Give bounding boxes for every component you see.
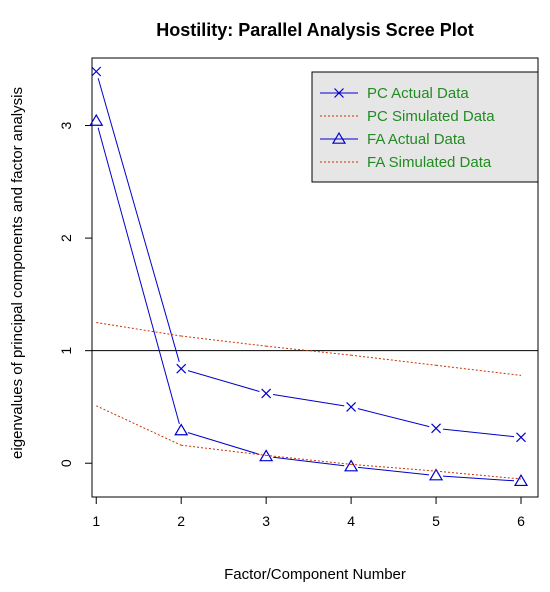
series-line-segment bbox=[351, 354, 437, 366]
series-line-segment bbox=[187, 432, 260, 455]
y-tick-label: 2 bbox=[58, 234, 74, 242]
data-point bbox=[174, 423, 189, 436]
data-point bbox=[513, 474, 529, 487]
series-line-segment bbox=[436, 470, 522, 480]
legend-box bbox=[311, 71, 539, 183]
series-line-segment bbox=[97, 78, 180, 363]
chart-title: Hostility: Parallel Analysis Scree Plot bbox=[156, 20, 473, 40]
x-tick-label: 1 bbox=[92, 513, 100, 529]
series-line-segment bbox=[435, 364, 522, 376]
legend-label: PC Actual Data bbox=[367, 85, 469, 102]
legend-label: FA Simulated Data bbox=[367, 154, 492, 171]
data-point bbox=[346, 402, 357, 412]
series-line-segment bbox=[96, 405, 182, 446]
series-line-segment bbox=[97, 127, 180, 424]
legend-entry: PC Simulated Data bbox=[320, 108, 495, 125]
x-tick-label: 2 bbox=[177, 513, 185, 529]
legend-swatch-marker bbox=[331, 131, 347, 144]
y-tick-label: 3 bbox=[58, 121, 74, 129]
series-line-segment bbox=[357, 408, 430, 428]
legend-label: PC Simulated Data bbox=[367, 108, 495, 125]
data-point bbox=[89, 113, 104, 126]
plot-frame bbox=[91, 57, 539, 498]
series-line-segment bbox=[272, 394, 345, 407]
series-line-segment bbox=[181, 444, 267, 456]
data-point bbox=[431, 423, 441, 434]
plot-area: 1 2 3 4 5 6 0 1 2 3 bbox=[58, 57, 539, 529]
series-line-segment bbox=[266, 454, 352, 465]
series-0 bbox=[91, 66, 526, 443]
data-point bbox=[259, 449, 274, 462]
series-3 bbox=[96, 405, 522, 480]
legend-entry: PC Actual Data bbox=[320, 85, 469, 102]
data-point bbox=[91, 66, 102, 77]
legend-swatch-marker bbox=[334, 88, 344, 98]
data-point bbox=[176, 363, 187, 374]
legend-label: FA Actual Data bbox=[367, 131, 466, 148]
series-line-segment bbox=[358, 466, 430, 476]
x-axis-label: Factor/Component Number bbox=[224, 566, 406, 583]
y-tick-label: 1 bbox=[58, 347, 74, 355]
series-line-segment bbox=[187, 370, 260, 392]
legend: PC Actual Data PC Simulated Data FA Actual… bbox=[311, 71, 539, 183]
series-line-segment bbox=[443, 475, 515, 482]
series-1 bbox=[96, 322, 522, 376]
series-line-segment bbox=[181, 335, 267, 347]
x-tick-label: 3 bbox=[262, 513, 270, 529]
y-axis-label: eigenvalues of principal components and … bbox=[9, 87, 26, 459]
data-point bbox=[429, 468, 444, 481]
series-2 bbox=[89, 113, 529, 487]
x-tick-label: 5 bbox=[432, 513, 440, 529]
data-point bbox=[516, 432, 526, 443]
data-point bbox=[344, 459, 359, 472]
x-tick-label: 6 bbox=[517, 513, 525, 529]
series-line-segment bbox=[273, 456, 345, 467]
y-tick-label: 0 bbox=[58, 459, 74, 467]
legend-entry: FA Actual Data bbox=[320, 131, 466, 148]
legend-entry: FA Simulated Data bbox=[320, 154, 492, 171]
x-tick-label: 4 bbox=[347, 513, 355, 529]
data-point bbox=[261, 388, 272, 399]
series-line-segment bbox=[442, 428, 515, 438]
